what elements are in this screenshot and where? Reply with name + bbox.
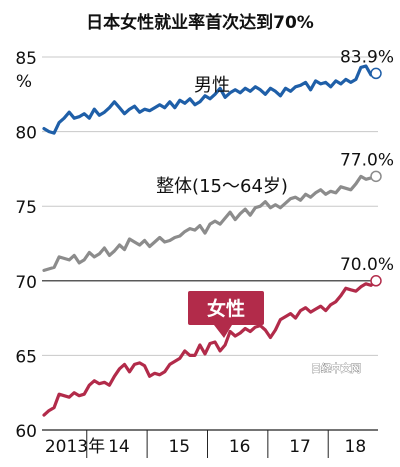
y-tick-label: 85 [15, 49, 37, 69]
series-name-women-pointer [214, 325, 232, 338]
series-name-women-box [188, 291, 264, 325]
x-tick-label: 16 [229, 437, 251, 457]
y-tick-label: 70 [15, 273, 37, 293]
series-line-1 [42, 174, 378, 272]
series-end-point-0 [370, 67, 382, 80]
y-tick-label: 65 [15, 347, 37, 367]
axis [42, 429, 378, 458]
x-tick-label: 2013年 [45, 437, 105, 457]
series-line-2 [42, 279, 378, 417]
series-end-point-1 [370, 170, 382, 183]
series-lines [42, 64, 382, 417]
y-unit-label: % [16, 72, 32, 92]
series-line-0 [42, 64, 378, 135]
series-end-label-2: 70.0% [340, 255, 394, 275]
series-name-men: 男性 [194, 75, 230, 96]
x-tick-label: 17 [289, 437, 311, 457]
y-tick-label: 80 [15, 124, 37, 144]
y-tick-label: 75 [15, 198, 37, 218]
chart-title: 日本女性就业率首次达到70% [86, 12, 314, 33]
series-end-point-2 [370, 275, 382, 287]
series-end-label-0: 83.9% [340, 47, 394, 67]
y-tick-label: 60 [15, 422, 37, 442]
series-end-label-1: 77.0% [340, 150, 394, 170]
x-tick-label: 18 [345, 437, 367, 457]
x-tick-label: 15 [168, 437, 190, 457]
series-name-women: 女性 [207, 297, 245, 320]
series-name-overall: 整体(15～64岁) [156, 176, 288, 197]
watermark: 日经中文网 [311, 362, 361, 375]
x-tick-label: 14 [108, 437, 130, 457]
labels: 85 80 75 70 65 60% 2013年 14 15 16 17 18 83.9% 77.0% 70… [15, 47, 394, 457]
